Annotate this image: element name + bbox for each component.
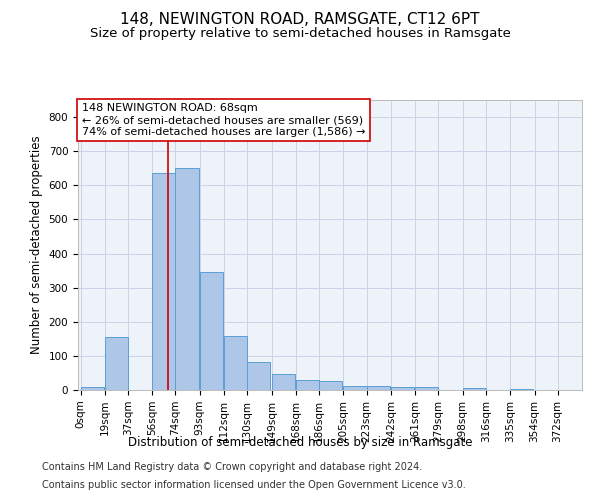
Bar bbox=[391, 387, 414, 390]
Bar bbox=[272, 374, 295, 390]
Bar bbox=[463, 388, 486, 390]
Bar bbox=[415, 388, 439, 390]
Bar bbox=[152, 174, 175, 390]
Bar bbox=[224, 336, 247, 390]
Text: Contains public sector information licensed under the Open Government Licence v3: Contains public sector information licen… bbox=[42, 480, 466, 490]
Bar bbox=[200, 272, 223, 390]
Bar bbox=[175, 168, 199, 390]
Bar bbox=[510, 389, 533, 390]
Bar bbox=[319, 382, 342, 390]
Text: Distribution of semi-detached houses by size in Ramsgate: Distribution of semi-detached houses by … bbox=[128, 436, 472, 449]
Text: 148, NEWINGTON ROAD, RAMSGATE, CT12 6PT: 148, NEWINGTON ROAD, RAMSGATE, CT12 6PT bbox=[120, 12, 480, 28]
Bar bbox=[343, 386, 367, 390]
Text: 148 NEWINGTON ROAD: 68sqm
← 26% of semi-detached houses are smaller (569)
74% of: 148 NEWINGTON ROAD: 68sqm ← 26% of semi-… bbox=[82, 104, 365, 136]
Bar bbox=[247, 362, 271, 390]
Bar bbox=[296, 380, 319, 390]
Y-axis label: Number of semi-detached properties: Number of semi-detached properties bbox=[30, 136, 43, 354]
Text: Contains HM Land Registry data © Crown copyright and database right 2024.: Contains HM Land Registry data © Crown c… bbox=[42, 462, 422, 472]
Bar bbox=[105, 337, 128, 390]
Bar bbox=[80, 388, 104, 390]
Text: Size of property relative to semi-detached houses in Ramsgate: Size of property relative to semi-detach… bbox=[89, 28, 511, 40]
Bar bbox=[367, 386, 389, 390]
